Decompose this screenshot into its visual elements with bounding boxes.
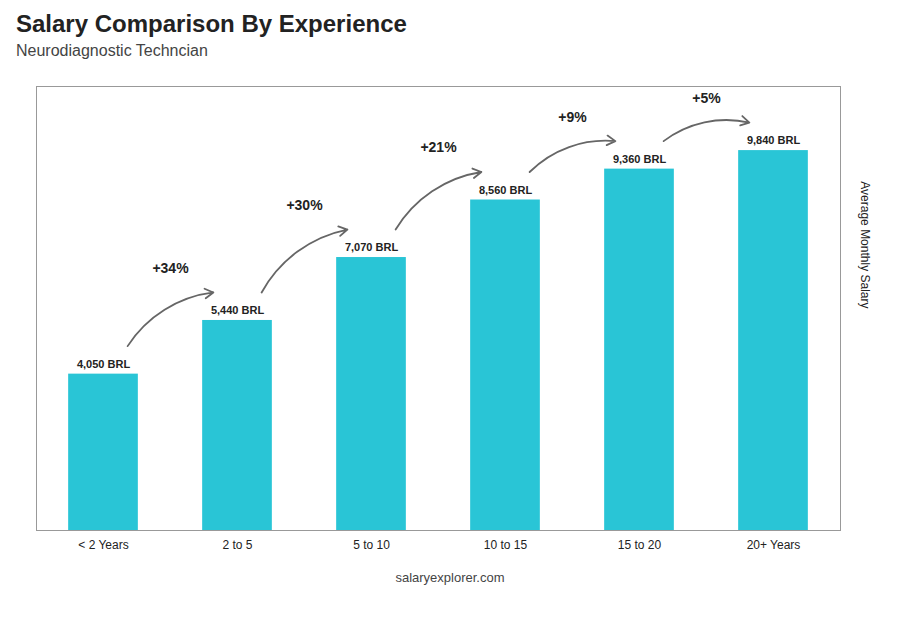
svg-text:5 to 10: 5 to 10 (353, 538, 390, 552)
svg-text:20+ Years: 20+ Years (747, 538, 801, 552)
svg-text:+34%: +34% (152, 260, 189, 276)
svg-text:+21%: +21% (420, 139, 457, 155)
svg-text:7,070 BRL: 7,070 BRL (345, 241, 398, 253)
svg-text:< 2 Years: < 2 Years (78, 538, 128, 552)
svg-text:+5%: +5% (692, 90, 721, 106)
html-text:salaryexplorer.com: salaryexplorer.com (395, 570, 505, 585)
svg-text:Average Monthly Salary: Average Monthly Salary (858, 181, 872, 308)
svg-text:4,050 BRL: 4,050 BRL (77, 358, 130, 370)
svg-text:15 to 20: 15 to 20 (618, 538, 662, 552)
svg-text:2 to 5: 2 to 5 (222, 538, 252, 552)
svg-text:9,840 BRL: 9,840 BRL (747, 134, 800, 146)
svg-text:5,440 BRL: 5,440 BRL (211, 304, 264, 316)
svg-text:+9%: +9% (558, 109, 587, 125)
svg-text:8,560 BRL: 8,560 BRL (479, 184, 532, 196)
html-text:Neurodiagnostic Techncian: Neurodiagnostic Techncian (16, 42, 208, 59)
html-text:Salary Comparison By Experienc: Salary Comparison By Experience (16, 10, 407, 37)
svg-text:10 to 15: 10 to 15 (484, 538, 528, 552)
svg-text:9,360 BRL: 9,360 BRL (613, 153, 666, 165)
svg-text:+30%: +30% (286, 197, 323, 213)
